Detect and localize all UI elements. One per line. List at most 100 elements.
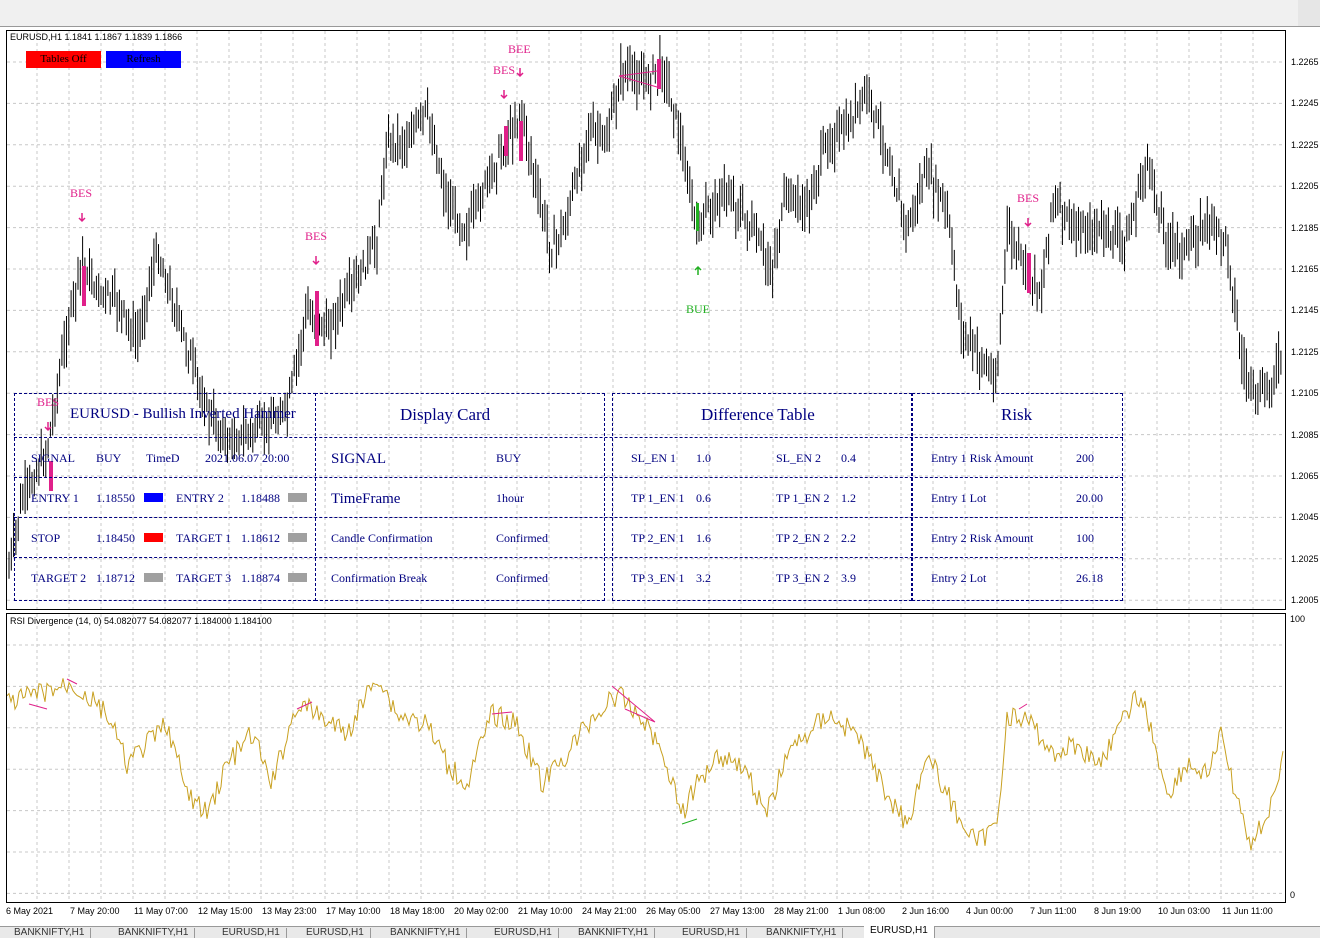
display-row-value: 1hour [496, 491, 524, 505]
price-axis-label: 1.2185 [1291, 222, 1319, 233]
target2-label: TARGET 2 [31, 571, 87, 585]
price-axis-label: 1.2265 [1291, 57, 1319, 67]
rsi-divergence-line [28, 678, 1028, 723]
rsi-line [7, 678, 1284, 851]
signal-label: SIGNAL [31, 451, 75, 465]
target3-value: 1.18874 [241, 571, 280, 585]
display-card-title: Display Card [400, 405, 491, 424]
signal-value: BUY [96, 451, 122, 465]
diff-label: TP 3_EN 1 [631, 571, 685, 585]
signal-label-bes-2: BES [305, 229, 328, 243]
risk-row-value: 26.18 [1076, 571, 1103, 585]
price-axis-label: 1.2145 [1291, 305, 1319, 316]
rsi-axis-bottom: 0 [1290, 890, 1296, 900]
difference-table [612, 393, 912, 601]
diff-value: 2.2 [841, 531, 856, 545]
divergence-line [618, 70, 658, 88]
time-axis-label: 27 May 13:00 [710, 906, 765, 916]
signal-candle [49, 461, 53, 491]
risk-row-value: 20.00 [1076, 491, 1103, 505]
time-axis-label: 11 May 07:00 [134, 906, 188, 916]
target1-label: TARGET 1 [176, 531, 232, 545]
signal-label-bue: BUE [686, 302, 710, 316]
chart-tab[interactable]: BANKNIFTY,H1 [112, 928, 196, 938]
diff-label: TP 2_EN 2 [776, 531, 830, 545]
time-axis-label: 28 May 21:00 [774, 906, 829, 916]
diff-value: 1.2 [841, 491, 856, 505]
diff-value: 0.6 [696, 491, 711, 505]
chart-tab[interactable]: BANKNIFTY,H1 [8, 928, 92, 938]
chart-tab[interactable]: BANKNIFTY,H1 [572, 928, 656, 938]
display-row-label: Confirmation Break [331, 571, 428, 585]
stop-value: 1.18450 [96, 531, 135, 545]
diff-label: TP 2_EN 1 [631, 531, 685, 545]
tables-off-button[interactable]: Tables Off [26, 51, 101, 68]
entry2-swatch [288, 493, 307, 502]
risk-row-label: Entry 1 Lot [931, 491, 987, 505]
chart-tab[interactable]: BANKNIFTY,H1 [760, 928, 844, 938]
diff-value: 1.0 [696, 451, 711, 465]
chart-tab[interactable]: EURUSD,H1 [300, 928, 371, 938]
price-chart[interactable] [6, 30, 1286, 610]
diff-label: TP 1_EN 1 [631, 491, 685, 505]
display-row-label: SIGNAL [331, 451, 386, 467]
rsi-chart[interactable] [6, 613, 1286, 903]
price-axis-label: 1.2225 [1291, 139, 1319, 150]
time-axis-label: 10 Jun 03:00 [1158, 906, 1211, 916]
time-axis-label: 24 May 21:00 [582, 906, 637, 916]
signal-candle [82, 266, 86, 306]
signal-candle [657, 59, 661, 89]
display-row-value: Confirmed [496, 571, 548, 585]
chart-tabs-bar: BANKNIFTY,H1 BANKNIFTY,H1 EURUSD,H1 EURUSD,… [0, 926, 1320, 938]
rsi-divergence-line [681, 818, 698, 825]
chart-header-info: EURUSD,H1 1.1841 1.1867 1.1839 1.1866 [10, 32, 183, 42]
rsi-chart-canvas [7, 614, 1285, 902]
display-card-table [315, 393, 605, 601]
display-row-label: Candle Confirmation [331, 531, 433, 545]
diff-label: SL_EN 2 [776, 451, 821, 465]
risk-table [912, 393, 1123, 601]
price-chart-canvas [7, 31, 1285, 609]
time-axis-label: 20 May 02:00 [454, 906, 509, 916]
refresh-button[interactable]: Refresh [106, 51, 181, 68]
risk-row-label: Entry 2 Lot [931, 571, 987, 585]
risk-row-value: 100 [1076, 531, 1094, 545]
price-axis-label: 1.2125 [1291, 346, 1319, 357]
target3-label: TARGET 3 [176, 571, 232, 585]
signal-candle [1027, 253, 1031, 293]
diff-value: 0.4 [841, 451, 856, 465]
chart-tab[interactable]: EURUSD,H1 [488, 928, 559, 938]
diff-label: SL_EN 1 [631, 451, 676, 465]
diff-label: TP 1_EN 2 [776, 491, 830, 505]
display-row-value: Confirmed [496, 531, 548, 545]
arrow-down-icon [312, 256, 320, 266]
price-axis-label: 1.2025 [1291, 553, 1319, 564]
time-axis-label: 7 Jun 11:00 [1030, 906, 1077, 916]
signal-candle [504, 126, 508, 156]
rsi-axis-top: 100 [1290, 614, 1306, 624]
arrow-down-icon [44, 422, 52, 432]
signal-label-bee: BEE [508, 42, 531, 56]
risk-row-value: 200 [1076, 451, 1094, 465]
target1-swatch [288, 533, 307, 542]
signal-candle [519, 121, 523, 161]
chart-tab[interactable]: EURUSD,H1 [864, 926, 935, 938]
risk-row-label: Entry 1 Risk Amount [931, 451, 1034, 465]
window-controls[interactable] [1298, 0, 1320, 26]
risk-table-title: Risk [1001, 405, 1033, 424]
chart-tab[interactable]: EURUSD,H1 [216, 928, 287, 938]
display-row-label: TimeFrame [331, 491, 401, 507]
chart-tab[interactable]: BANKNIFTY,H1 [384, 928, 468, 938]
chart-tab[interactable]: EURUSD,H1 [676, 928, 747, 938]
bullish-candle [696, 203, 699, 231]
diff-value: 3.9 [841, 571, 856, 585]
difference-table-title: Difference Table [701, 405, 815, 424]
table-row-divider [14, 477, 1123, 478]
signal-label-bes-3: BES [37, 395, 60, 409]
time-axis-label: 11 Jun 11:00 [1222, 906, 1273, 916]
signal-label-bes-1: BES [70, 186, 93, 200]
price-axis-label: 1.2045 [1291, 512, 1319, 523]
price-axis-label: 1.2105 [1291, 388, 1319, 399]
time-axis-label: 4 Jun 00:00 [966, 906, 1014, 916]
time-axis-label: 21 May 10:00 [518, 906, 573, 916]
